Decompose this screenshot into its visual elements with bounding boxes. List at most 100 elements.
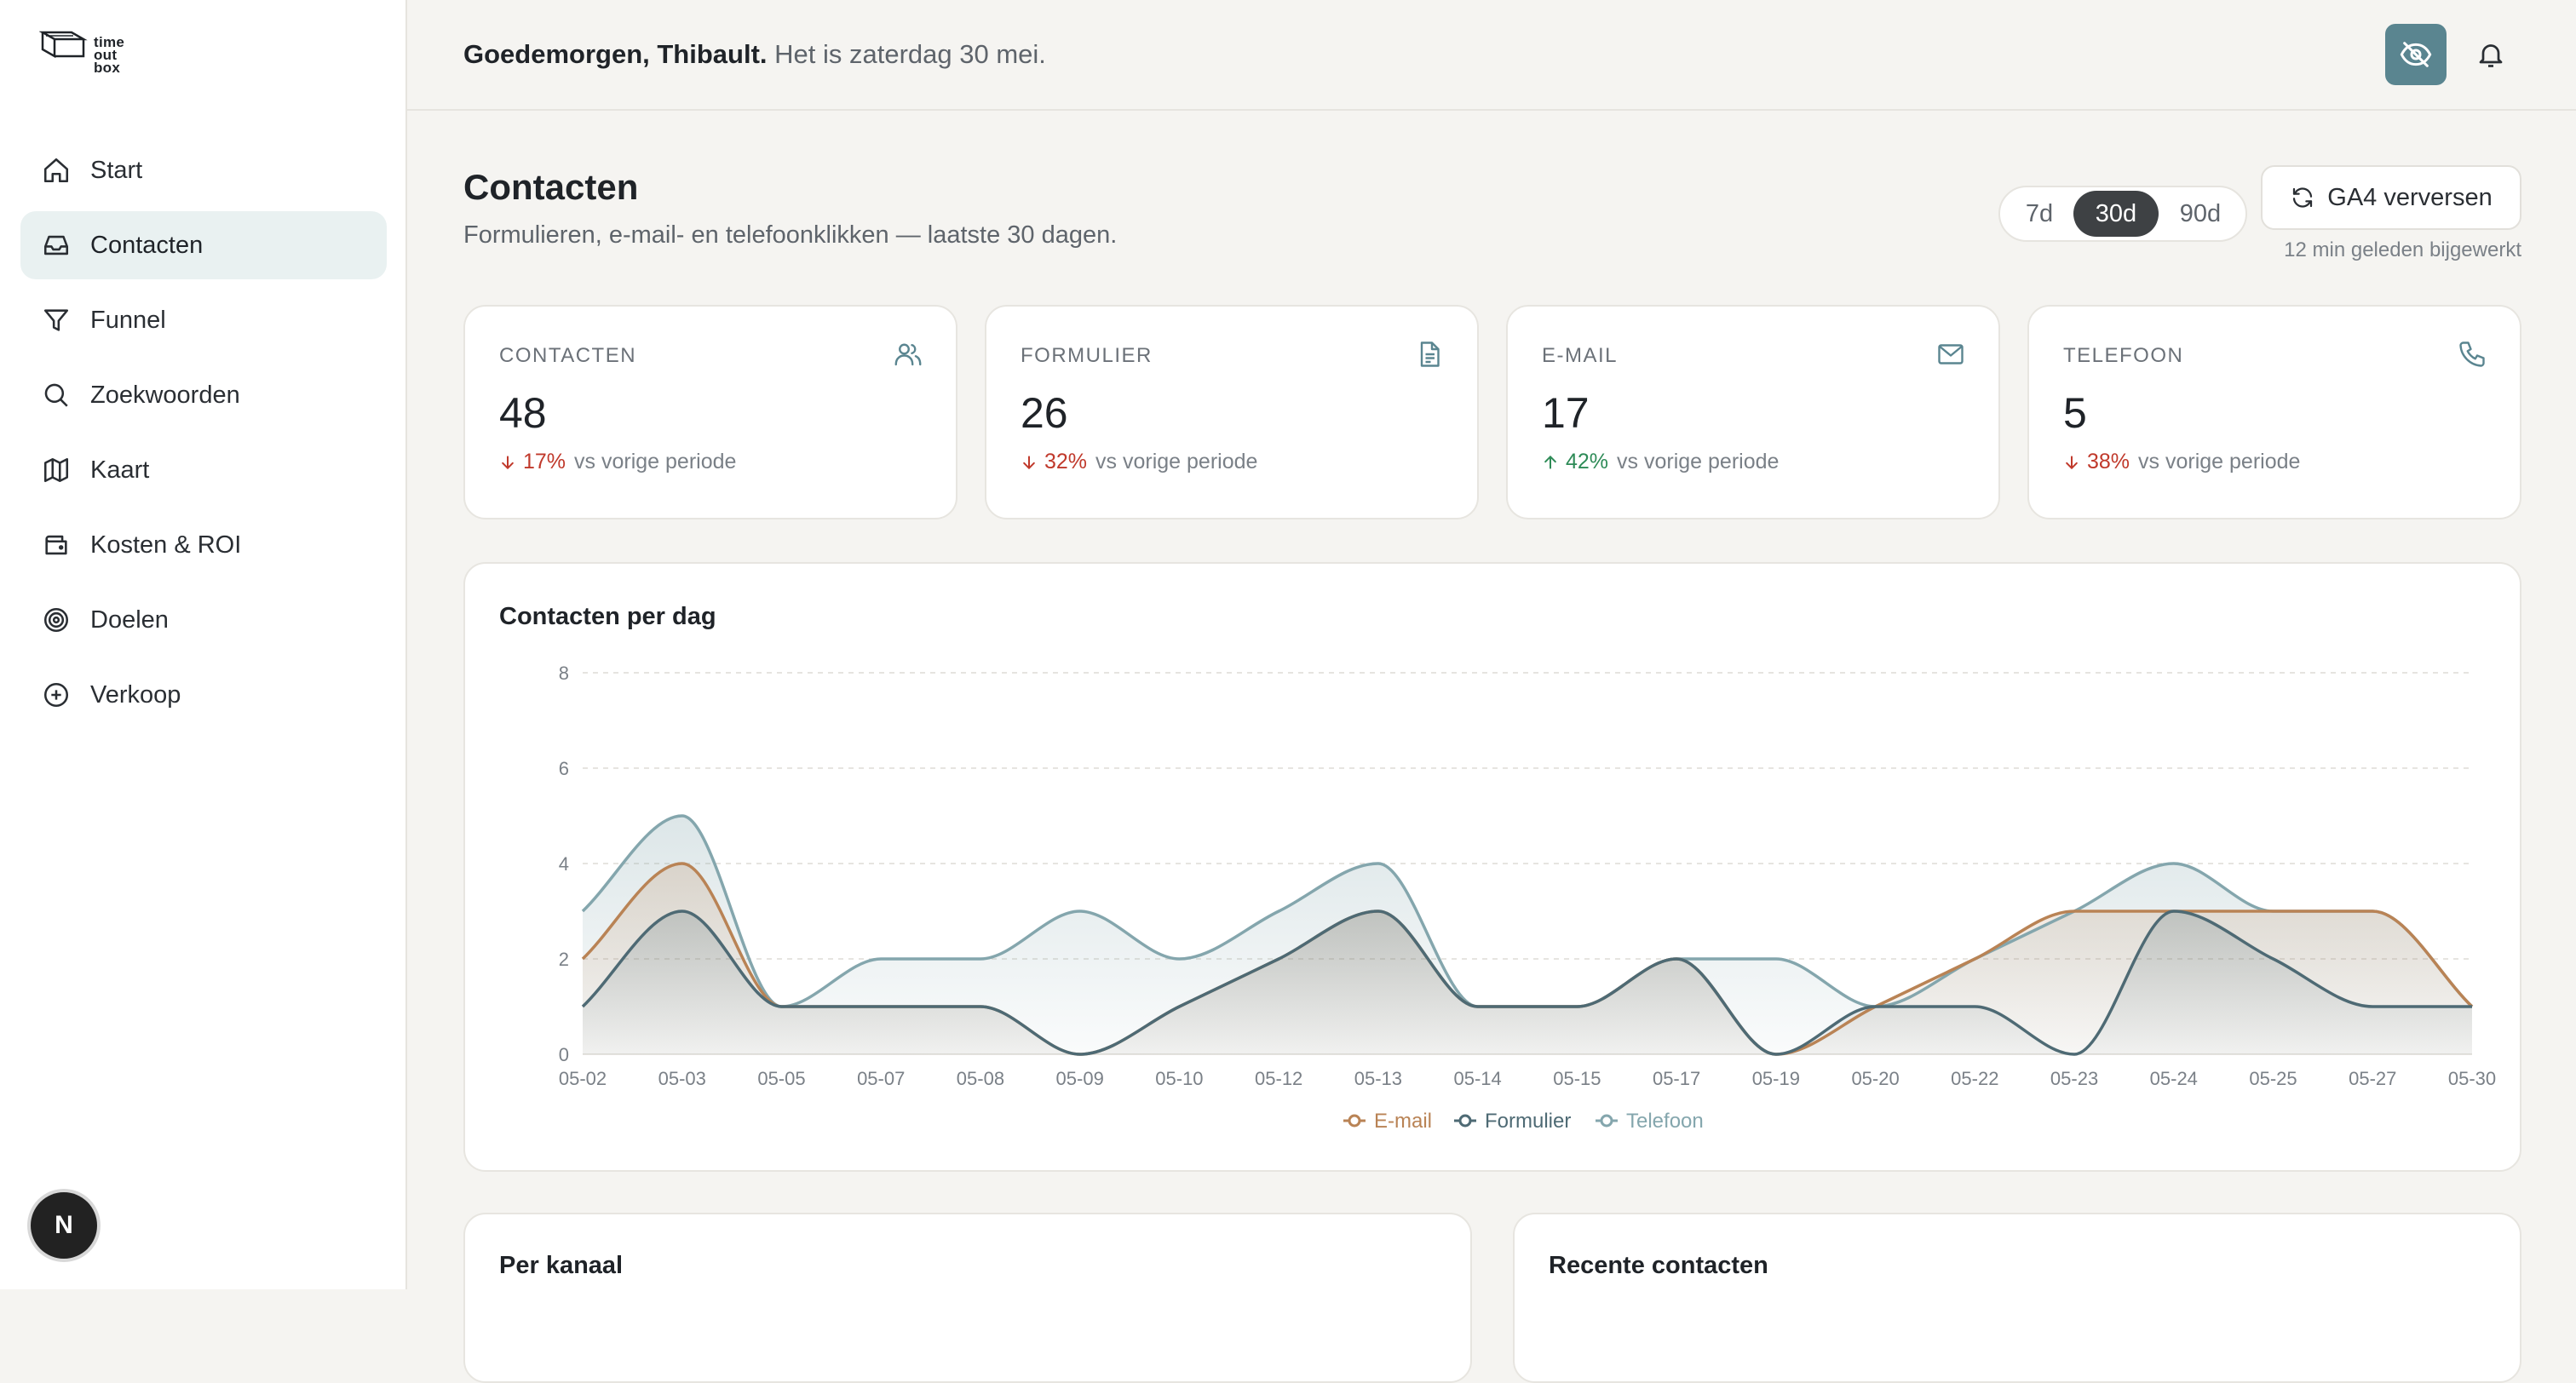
kpi-delta-percent: 42% [1566,450,1608,474]
eye-off-icon [2399,37,2433,72]
legend-label: Formulier [1485,1110,1571,1133]
ga4-refresh-button[interactable]: GA4 verversen [2261,165,2521,230]
range-option-7d[interactable]: 7d [2005,191,2073,237]
kpi-value: 48 [499,388,547,438]
sidebar-item-start[interactable]: Start [20,136,387,204]
sidebar-item-funnel[interactable]: Funnel [20,286,387,354]
kpi-card-formulier: FORMULIER 26 32% vs vorige periode [985,305,1479,519]
x-tick-label: 05-25 [2249,1068,2297,1089]
filter-icon [41,305,72,336]
kpi-delta-percent: 38% [2087,450,2130,474]
last-updated-text: 12 min geleden bijgewerkt [2284,238,2521,262]
kpi-card-contacten: CONTACTEN 48 17% vs vorige periode [463,305,957,519]
user-avatar[interactable]: N [31,1192,97,1259]
sidebar-item-doelen[interactable]: Doelen [20,586,387,654]
x-tick-label: 05-17 [1653,1068,1700,1089]
arrow-down-icon [499,454,516,471]
kpi-label: CONTACTEN [499,344,636,368]
notifications-button[interactable] [2469,32,2513,77]
privacy-toggle-button[interactable] [2385,24,2447,85]
sidebar-item-label: Kaart [90,456,149,485]
sidebar-item-label: Funnel [90,307,166,335]
sidebar-item-label: Zoekwoorden [90,382,240,410]
x-tick-label: 05-27 [2349,1068,2396,1089]
x-tick-label: 05-12 [1255,1068,1302,1089]
sidebar-item-label: Doelen [90,606,169,634]
target-icon [41,605,72,635]
card-recente-contacten: Recente contacten [1513,1213,2521,1383]
phone-icon [2457,339,2487,370]
sidebar-item-verkoop[interactable]: Verkoop [20,661,387,729]
page-title: Contacten [463,167,638,208]
kpi-delta-percent: 32% [1044,450,1087,474]
ga4-refresh-label: GA4 verversen [2327,184,2492,212]
kpi-delta-suffix: vs vorige periode [1095,450,1257,474]
x-tick-label: 05-05 [757,1068,805,1089]
user-initial: N [55,1211,73,1240]
x-tick-label: 05-20 [1851,1068,1899,1089]
bell-icon [2475,39,2506,70]
sidebar-nav: Start Contacten Funnel Zoekwoorden Kaart [20,136,387,736]
search-icon [41,380,72,410]
x-tick-label: 05-02 [559,1068,607,1089]
range-option-90d[interactable]: 90d [2159,191,2242,237]
inbox-icon [41,230,72,261]
home-icon [41,155,72,186]
greeting-name: Goedemorgen, Thibault. [463,39,768,69]
legend-item-e-mail[interactable]: E-mail [1343,1110,1432,1133]
kpi-delta-suffix: vs vorige periode [574,450,736,474]
kpi-card-email: E-MAIL 17 42% vs vorige periode [1506,305,2000,519]
wallet-icon [41,530,72,560]
refresh-icon [2290,185,2315,210]
date-range-selector: 7d 30d 90d [1998,186,2247,242]
y-tick-label: 8 [559,663,569,684]
card-per-kanaal: Per kanaal [463,1213,1472,1383]
x-tick-label: 05-13 [1354,1068,1402,1089]
y-tick-label: 2 [559,949,569,970]
kpi-label: E-MAIL [1542,344,1618,368]
legend-label: E-mail [1374,1110,1432,1133]
app-logo[interactable]: time out box [39,27,141,82]
sidebar-item-label: Contacten [90,232,203,260]
x-tick-label: 05-07 [857,1068,905,1089]
card-title: Recente contacten [1549,1252,1768,1280]
users-icon [893,339,923,370]
arrow-up-icon [1542,454,1559,471]
x-tick-label: 05-08 [957,1068,1004,1089]
sidebar-item-kosten-roi[interactable]: Kosten & ROI [20,511,387,579]
x-tick-label: 05-19 [1752,1068,1800,1089]
legend-label: Telefoon [1626,1110,1704,1133]
x-tick-label: 05-24 [2150,1068,2198,1089]
legend-item-telefoon[interactable]: Telefoon [1596,1110,1704,1133]
logo-text: time out box [94,36,128,74]
sidebar-item-zoekwoorden[interactable]: Zoekwoorden [20,361,387,429]
kpi-delta-percent: 17% [523,450,566,474]
sidebar-item-label: Kosten & ROI [90,531,241,560]
kpi-delta-suffix: vs vorige periode [2138,450,2300,474]
kpi-delta-suffix: vs vorige periode [1617,450,1779,474]
document-icon [1414,339,1445,370]
greeting: Goedemorgen, Thibault. Het is zaterdag 3… [463,39,1046,70]
sidebar-item-contacten[interactable]: Contacten [20,211,387,279]
x-tick-label: 05-30 [2448,1068,2496,1089]
arrow-down-icon [1021,454,1038,471]
x-tick-label: 05-15 [1553,1068,1601,1089]
x-tick-label: 05-14 [1453,1068,1501,1089]
legend-item-formulier[interactable]: Formulier [1454,1110,1571,1133]
kpi-label: TELEFOON [2063,344,2183,368]
kpi-card-telefoon: TELEFOON 5 38% vs vorige periode [2027,305,2521,519]
y-tick-label: 4 [559,853,569,875]
topbar: Goedemorgen, Thibault. Het is zaterdag 3… [407,0,2576,111]
kpi-delta: 32% vs vorige periode [1021,450,1257,474]
sidebar-item-label: Start [90,157,142,185]
kpi-delta: 17% vs vorige periode [499,450,736,474]
sidebar-item-kaart[interactable]: Kaart [20,436,387,504]
kpi-delta: 38% vs vorige periode [2063,450,2300,474]
y-tick-label: 6 [559,758,569,779]
range-option-30d[interactable]: 30d [2073,191,2159,237]
mail-icon [1935,339,1966,370]
kpi-value: 26 [1021,388,1068,438]
sidebar: time out box Start Contacten Funnel Zoek… [0,0,407,1289]
